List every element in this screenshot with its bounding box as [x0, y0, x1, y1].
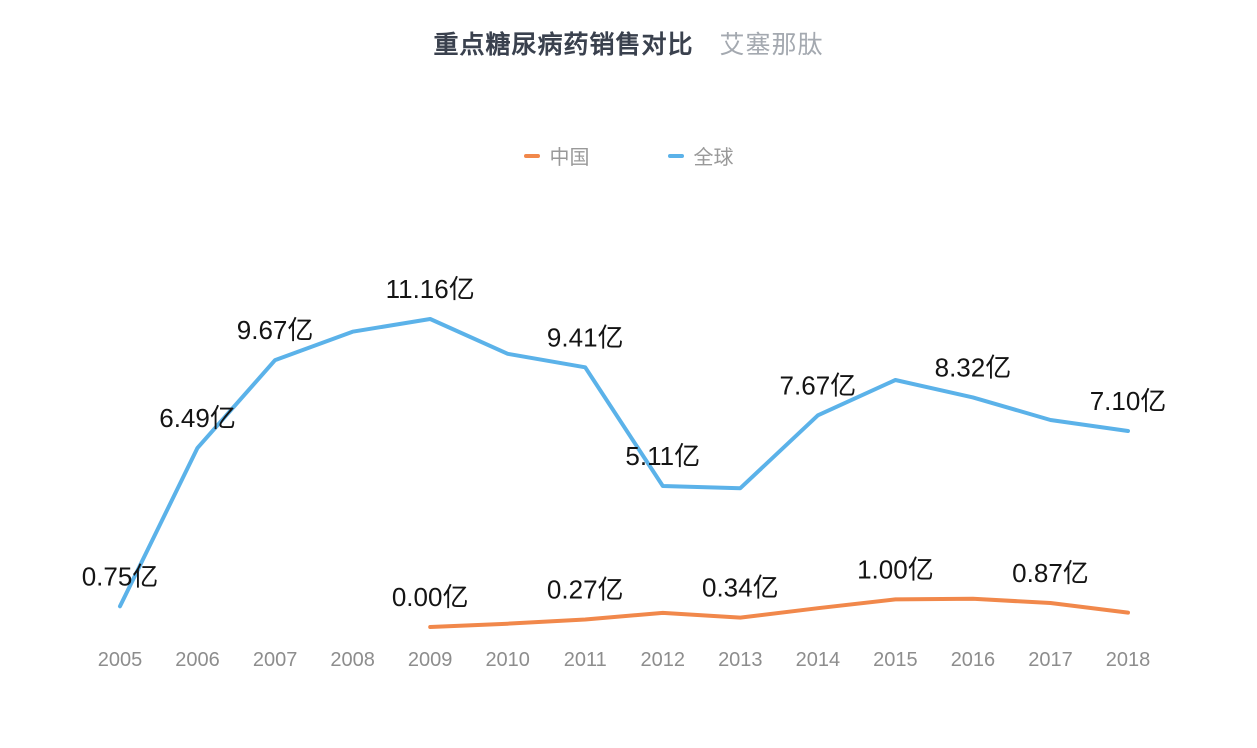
data-label: 7.10亿	[1090, 386, 1167, 416]
data-label: 6.49亿	[159, 403, 236, 433]
data-label: 9.41亿	[547, 322, 624, 352]
legend: 中国 全球	[0, 141, 1257, 170]
legend-swatch-global	[667, 153, 684, 158]
chart-subtitle: 艾塞那肽	[719, 31, 824, 59]
legend-item-china[interactable]: 中国	[523, 141, 590, 170]
x-axis-label: 2018	[1106, 649, 1151, 671]
data-label: 7.67亿	[780, 370, 857, 400]
x-axis-label: 2017	[1028, 649, 1073, 671]
x-axis-label: 2016	[951, 649, 996, 671]
x-axis-label: 2012	[641, 649, 686, 671]
data-label: 9.67亿	[237, 315, 314, 345]
x-axis-label: 2009	[408, 649, 453, 671]
legend-label-global: 全球	[693, 147, 734, 169]
x-axis-label: 2005	[98, 649, 143, 671]
legend-swatch-china	[523, 153, 540, 158]
legend-label-china: 中国	[549, 147, 590, 169]
data-label: 5.11亿	[625, 441, 700, 471]
data-label: 0.87亿	[1012, 558, 1089, 588]
series-line-china	[428, 596, 1130, 629]
legend-item-global[interactable]: 全球	[667, 141, 734, 170]
data-label: 0.34亿	[702, 573, 779, 603]
data-label: 0.00亿	[392, 582, 469, 612]
x-axis-label: 2014	[796, 649, 841, 671]
x-axis-label: 2011	[564, 649, 607, 671]
x-axis-label: 2015	[873, 649, 918, 671]
x-axis-label: 2010	[485, 649, 530, 671]
chart-title: 重点糖尿病药销售对比	[433, 31, 694, 59]
data-label: 0.27亿	[547, 575, 624, 605]
data-label: 11.16亿	[386, 274, 475, 304]
data-label: 8.32亿	[935, 352, 1012, 382]
chart-title-row: 重点糖尿病药销售对比 艾塞那肽	[0, 30, 1257, 60]
x-axis-label: 2006	[175, 649, 220, 671]
x-axis-label: 2007	[253, 649, 298, 671]
data-label: 1.00亿	[857, 554, 934, 584]
x-axis-label: 2013	[718, 649, 763, 671]
series-line-global	[118, 317, 1130, 609]
x-axis-label: 2008	[330, 649, 375, 671]
data-label: 0.75亿	[82, 561, 159, 591]
